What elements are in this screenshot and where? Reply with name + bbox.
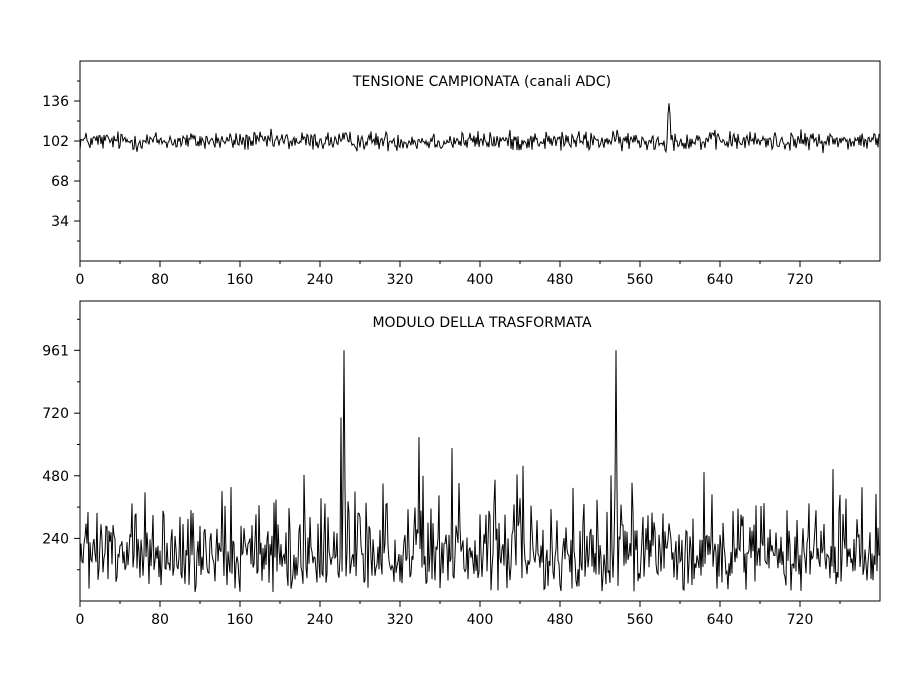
time-domain-panel: TENSIONE CAMPIONATA (canali ADC) 0 80 160 2… [42, 60, 881, 288]
spectrum-x-tick-label: 320 [387, 612, 414, 628]
spectrum-x-tick-label: 160 [227, 612, 254, 628]
time-domain-x-tick-label: 80 [151, 272, 169, 288]
spectrum-x-tick-label: 400 [467, 612, 494, 628]
spectrum-x-tick-label: 240 [307, 612, 334, 628]
time-domain-plot-frame [79, 60, 881, 262]
spectrum-y-tick-label: 480 [42, 469, 69, 485]
spectrum-y-tick-label: 961 [42, 343, 69, 359]
time-domain-signal-line [79, 103, 880, 154]
spectrum-x-tick-label: 640 [707, 612, 734, 628]
spectrum-x-tick-label: 480 [547, 612, 574, 628]
time-domain-y-tick-label: 34 [51, 214, 69, 230]
time-domain-x-tick-label: 320 [387, 272, 414, 288]
time-domain-x-tick-label: 720 [787, 272, 814, 288]
time-domain-x-tick-label: 560 [627, 272, 654, 288]
time-domain-title: TENSIONE CAMPIONATA (canali ADC) [352, 74, 611, 90]
time-domain-y-tick-label: 136 [42, 94, 69, 110]
spectrum-panel: MODULO DELLA TRASFORMATA 0 80 160 240 320 400… [42, 300, 881, 628]
time-domain-x-tick-label: 640 [707, 272, 734, 288]
spectrum-title: MODULO DELLA TRASFORMATA [372, 315, 591, 331]
spectrum-x-tick-label: 0 [76, 612, 85, 628]
spectrum-x-tick-label: 80 [151, 612, 169, 628]
spectrum-x-tick-label: 560 [627, 612, 654, 628]
time-domain-x-tick-label: 240 [307, 272, 334, 288]
time-domain-x-tick-label: 480 [547, 272, 574, 288]
spectrum-y-tick-label: 240 [42, 531, 69, 547]
time-domain-x-tick-label: 0 [76, 272, 85, 288]
time-domain-x-tick-label: 400 [467, 272, 494, 288]
time-domain-x-tick-label: 160 [227, 272, 254, 288]
spectrum-signal-line [79, 350, 880, 593]
time-domain-y-tick-label: 102 [42, 134, 69, 150]
spectrum-x-tick-label: 720 [787, 612, 814, 628]
time-domain-y-tick-label: 68 [51, 174, 69, 190]
spectrum-y-tick-label: 720 [42, 406, 69, 422]
